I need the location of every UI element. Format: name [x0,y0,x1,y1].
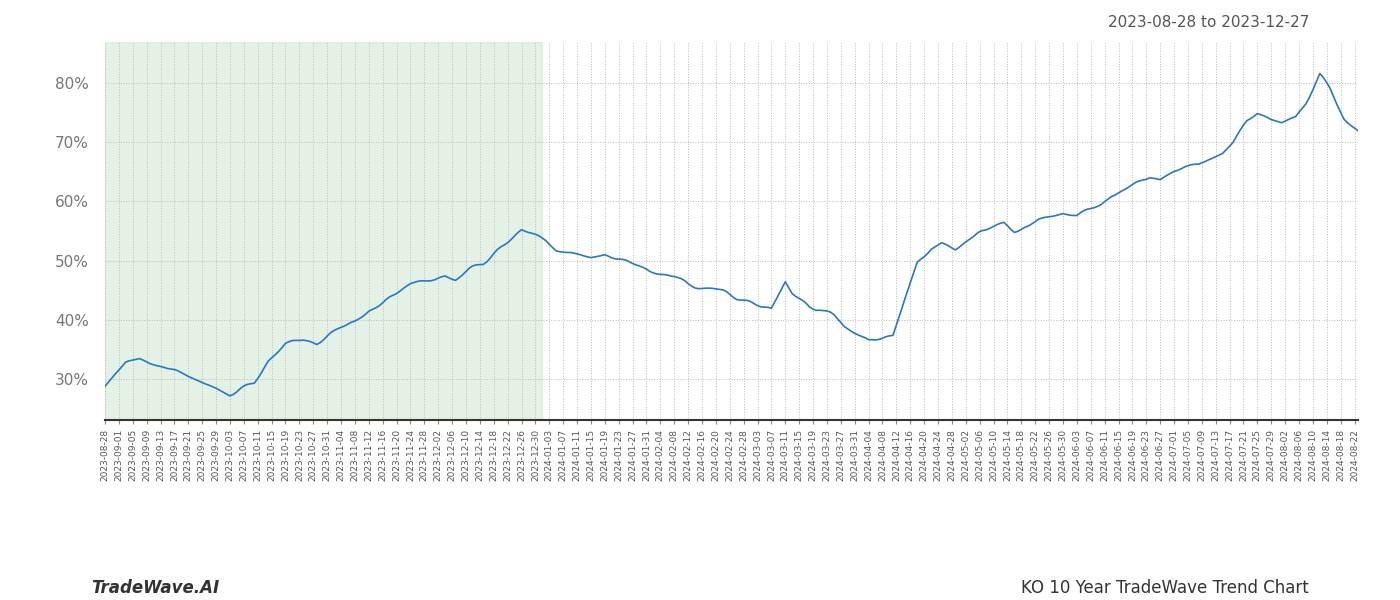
Text: TradeWave.AI: TradeWave.AI [91,579,220,597]
Bar [105,42,542,420]
Text: 2023-08-28 to 2023-12-27: 2023-08-28 to 2023-12-27 [1107,15,1309,30]
Text: KO 10 Year TradeWave Trend Chart: KO 10 Year TradeWave Trend Chart [1021,579,1309,597]
